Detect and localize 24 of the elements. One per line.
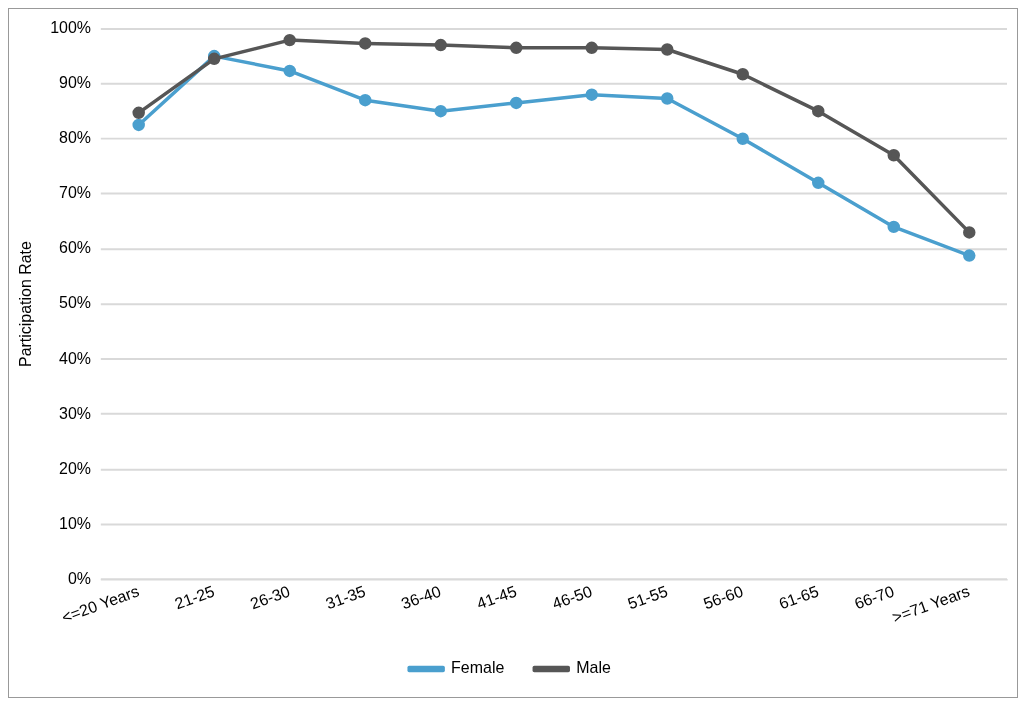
- x-tick-label: 36-40: [399, 582, 444, 613]
- y-tick-label: 90%: [59, 74, 91, 92]
- x-tick-label: 56-60: [701, 582, 746, 613]
- y-axis-title: Participation Rate: [16, 240, 34, 367]
- y-tick-label: 20%: [59, 459, 91, 477]
- y-tick-label: 100%: [50, 18, 91, 36]
- y-tick-label: 50%: [59, 294, 91, 312]
- y-tick-label: 70%: [59, 184, 91, 202]
- y-tick-label: 10%: [59, 514, 91, 532]
- x-tick-label: 66-70: [852, 582, 897, 613]
- y-tick-label: 40%: [59, 349, 91, 367]
- legend-label: Female: [451, 659, 505, 677]
- y-tick-label: 80%: [59, 129, 91, 147]
- x-tick-label: 31-35: [323, 582, 368, 613]
- x-tick-label: 46-50: [550, 582, 595, 613]
- y-tick-label: 0%: [67, 569, 91, 587]
- y-tick-label: 60%: [59, 239, 91, 257]
- x-tick-label: 26-30: [248, 582, 293, 613]
- x-tick-label: 51-55: [625, 582, 670, 613]
- x-tick-label: 61-65: [776, 582, 821, 613]
- y-tick-label: 30%: [59, 404, 91, 422]
- legend-label: Male: [576, 659, 611, 677]
- x-tick-label: 41-45: [474, 582, 519, 613]
- x-tick-label: 21-25: [172, 582, 217, 613]
